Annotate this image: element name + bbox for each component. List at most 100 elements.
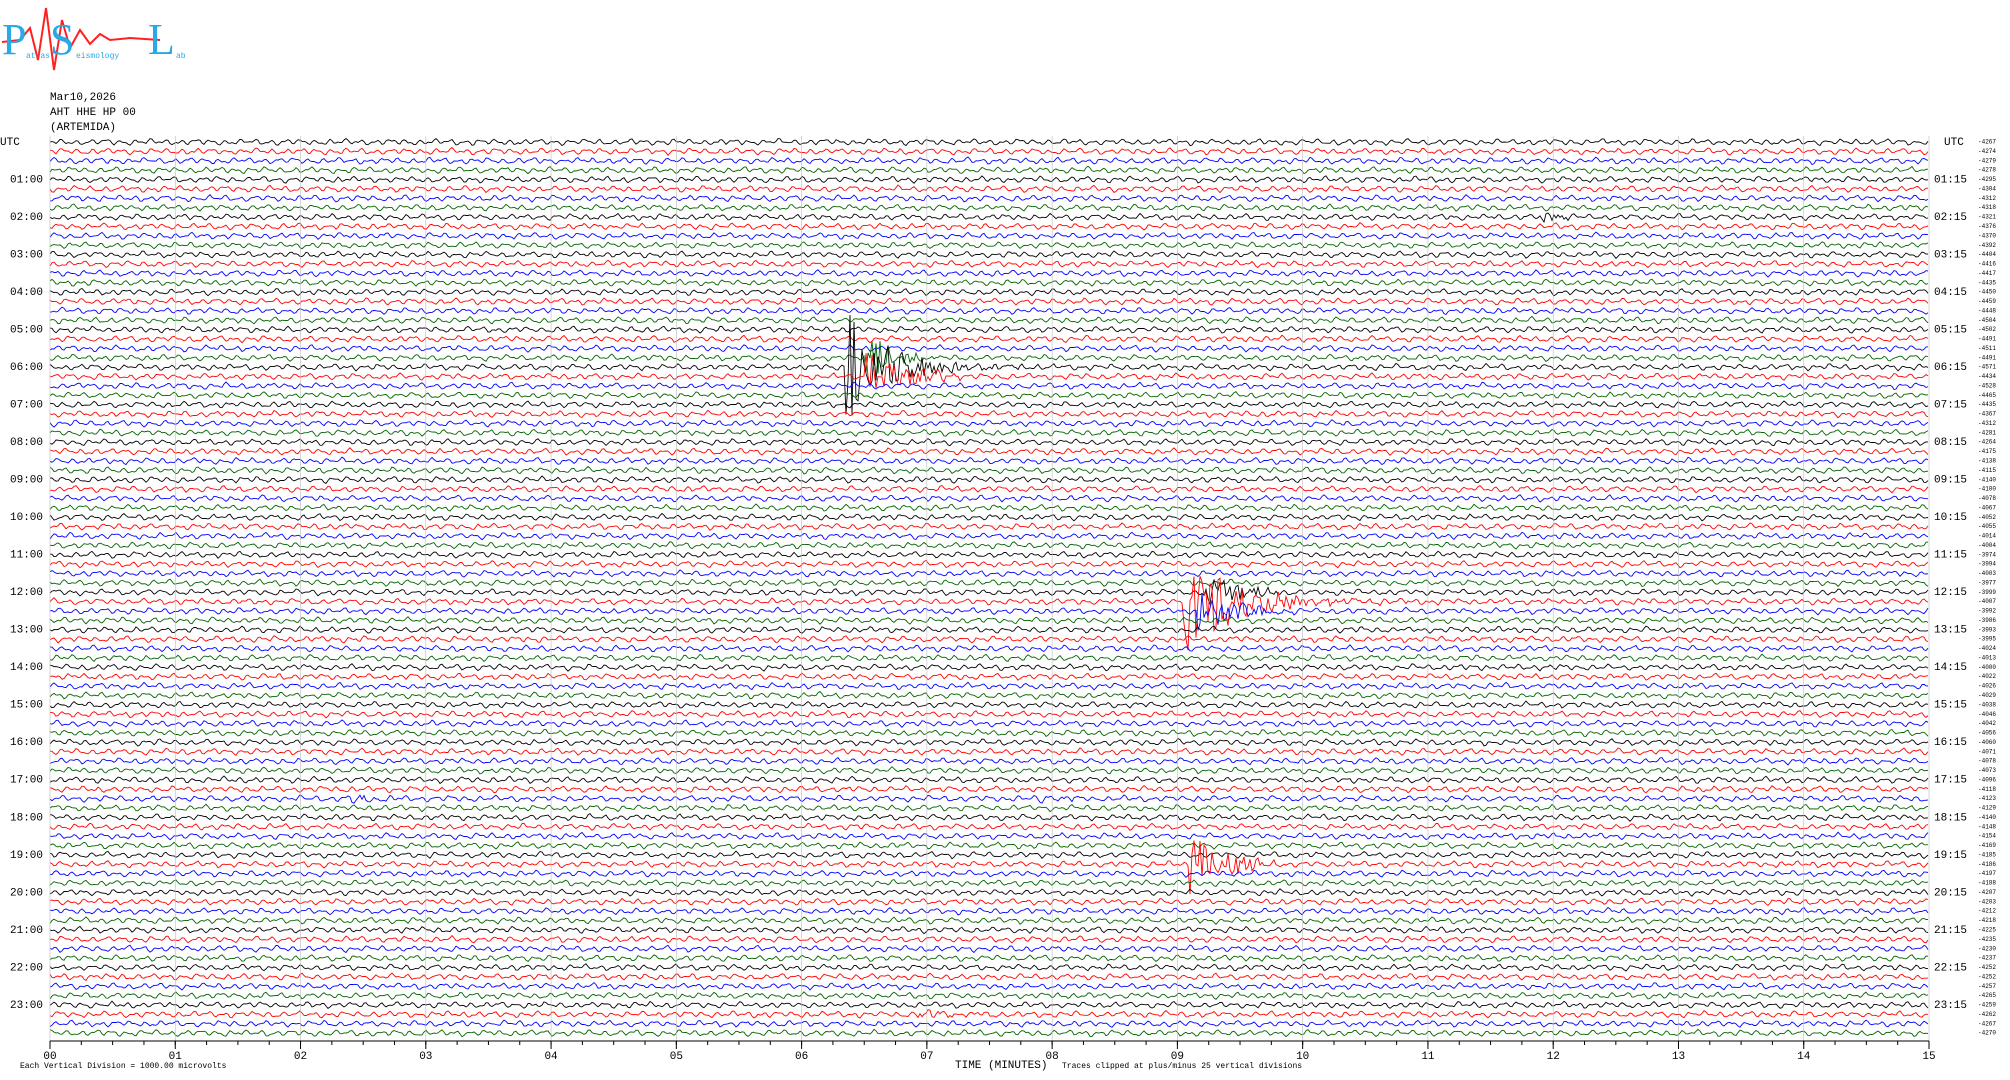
x-tick-label: 14	[1797, 1051, 1811, 1063]
row-offset: -4197	[1978, 870, 1996, 877]
hour-label-right: 23:15	[1934, 1000, 1967, 1012]
logo-wave	[1, 7, 161, 71]
x-tick-label: 12	[1547, 1051, 1560, 1063]
trace	[49, 831, 1929, 841]
trace	[49, 944, 1929, 954]
hour-label-right: 03:15	[1934, 249, 1967, 261]
traces	[49, 138, 1929, 1038]
row-offset: -4417	[1978, 270, 1996, 277]
row-offset: -4038	[1978, 701, 1996, 708]
x-tick-label: 00	[43, 1051, 56, 1063]
trace	[49, 212, 1929, 224]
row-offset: -4140	[1978, 476, 1996, 483]
trace	[49, 756, 1929, 766]
row-offset: -4078	[1978, 495, 1996, 502]
row-offset: -4004	[1978, 542, 1996, 549]
hour-label: 15:00	[10, 700, 43, 712]
trace	[49, 822, 1929, 831]
hour-label-right: 05:15	[1934, 325, 1967, 337]
row-offset: -4007	[1978, 598, 1996, 605]
trace	[49, 494, 1929, 503]
trace	[49, 314, 1929, 416]
hour-label-right: 16:15	[1934, 737, 1967, 749]
row-offset: -4207	[1978, 889, 1996, 896]
row-offset: -4367	[1978, 411, 1996, 418]
x-tick-label: 10	[1296, 1051, 1309, 1063]
trace	[49, 840, 1929, 895]
row-offset: -4100	[1978, 486, 1996, 493]
hour-label: 05:00	[10, 325, 43, 337]
trace	[49, 635, 1929, 644]
trace	[49, 850, 1929, 860]
row-offset: -4185	[1978, 851, 1996, 858]
trace	[49, 700, 1929, 710]
hour-label-right: 17:15	[1934, 775, 1967, 787]
station: AHT HHE HP 00	[50, 107, 136, 119]
x-tick-label: 15	[1922, 1051, 1935, 1063]
row-offset: -4203	[1978, 898, 1996, 905]
trace	[49, 616, 1929, 625]
row-offset: -4465	[1978, 392, 1996, 399]
hour-label-right: 01:15	[1934, 174, 1967, 186]
row-offset: -4304	[1978, 185, 1996, 192]
trace	[49, 869, 1929, 879]
logo-letter: S	[50, 15, 74, 64]
row-offset: -4252	[1978, 973, 1996, 980]
row-offset: -4502	[1978, 326, 1996, 333]
site: (ARTEMIDA)	[50, 122, 116, 134]
row-offset: -4571	[1978, 364, 1996, 371]
row-offset: -4073	[1978, 767, 1996, 774]
trace	[49, 391, 1929, 400]
row-offset: -4435	[1978, 401, 1996, 408]
trace	[49, 465, 1929, 475]
x-axis-label: TIME (MINUTES)	[955, 1060, 1047, 1072]
trace	[49, 569, 1929, 578]
hour-label: 11:00	[10, 550, 43, 562]
hour-label-right: 22:15	[1934, 962, 1967, 974]
x-tick-label: 13	[1672, 1051, 1685, 1063]
trace	[49, 175, 1929, 184]
hour-label: 03:00	[10, 249, 43, 261]
trace	[49, 972, 1929, 982]
hour-label-right: 02:15	[1934, 212, 1967, 224]
hour-label-right: 08:15	[1934, 437, 1967, 449]
trace	[49, 766, 1929, 775]
row-offset: -4071	[1978, 748, 1996, 755]
hour-label: 18:00	[10, 812, 43, 824]
x-tick-label: 08	[1046, 1051, 1059, 1063]
trace	[49, 719, 1929, 728]
trace	[49, 297, 1929, 306]
row-offset: -4434	[1978, 373, 1996, 380]
trace	[49, 991, 1929, 1001]
logo-letter: L	[148, 15, 175, 64]
row-offset: -4259	[1978, 1002, 1996, 1009]
row-offset: -4267	[1978, 139, 1996, 146]
trace	[49, 456, 1929, 466]
row-offset: -4491	[1978, 354, 1996, 361]
row-offset: -4274	[1978, 148, 1996, 155]
row-offset: -4264	[1978, 439, 1996, 446]
trace	[50, 147, 1929, 157]
row-offset: -3977	[1978, 579, 1996, 586]
trace	[49, 550, 1929, 559]
hour-label-right: 15:15	[1934, 700, 1967, 712]
row-offset: -3995	[1978, 636, 1996, 643]
trace	[49, 306, 1929, 316]
row-offset: -4026	[1978, 683, 1996, 690]
row-offset: -4448	[1978, 307, 1996, 314]
row-offset: -4318	[1978, 204, 1996, 211]
trace	[49, 784, 1929, 794]
trace	[49, 437, 1929, 447]
trace	[49, 184, 1928, 194]
row-offset: -4252	[1978, 964, 1996, 971]
trace	[49, 1009, 1929, 1019]
trace	[49, 916, 1929, 925]
trace	[49, 728, 1929, 738]
trace	[49, 315, 1929, 325]
hour-label: 22:00	[10, 962, 43, 974]
row-offset: -4491	[1978, 336, 1996, 343]
x-tick-label: 02	[294, 1051, 307, 1063]
row-offset: -4129	[1978, 805, 1996, 812]
row-offset: -4115	[1978, 467, 1996, 474]
hour-label: 01:00	[10, 174, 43, 186]
